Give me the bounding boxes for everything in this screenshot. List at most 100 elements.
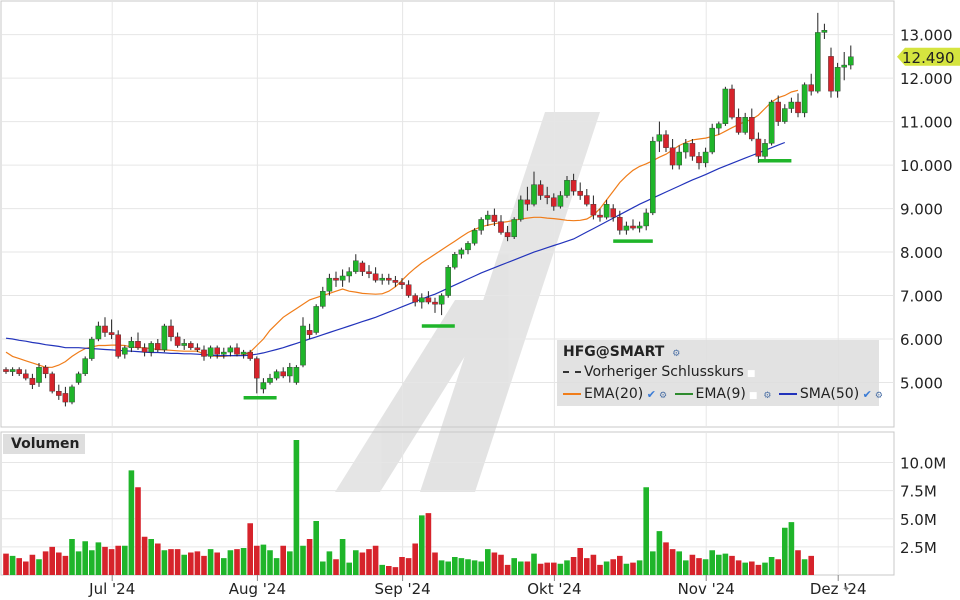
candle-body: [755, 138, 762, 157]
candle: [36, 362, 42, 387]
x-tick-label: Jul '24: [88, 580, 135, 598]
candle-body: [412, 295, 419, 303]
candle-body: [432, 301, 438, 305]
volume-bar: [722, 553, 729, 575]
volume-bar: [577, 548, 583, 575]
scroll-arrow-icon[interactable]: ✦: [842, 584, 850, 595]
candle-body: [702, 151, 709, 164]
sma50-line: [5, 141, 786, 357]
volume-bar: [656, 531, 663, 575]
legend-sma50-label[interactable]: SMA(50): [799, 386, 860, 402]
checkbox-icon[interactable]: ■: [748, 391, 758, 401]
volume-bar: [643, 487, 649, 575]
candle-body: [220, 351, 227, 355]
volume-bar: [128, 470, 135, 575]
legend-ema20-label[interactable]: EMA(20): [584, 386, 644, 402]
candle-body: [379, 277, 386, 281]
volume-bar: [485, 549, 491, 575]
candle-body: [834, 67, 841, 92]
volume-bar: [669, 549, 676, 575]
candle-body: [181, 343, 188, 346]
price-tick-label: 5.000: [900, 375, 943, 393]
candle: [775, 95, 781, 126]
volume-tick-label: 10.0M: [900, 455, 946, 473]
check-icon[interactable]: ✔: [643, 388, 656, 401]
candle: [551, 193, 557, 211]
candle-body: [313, 306, 320, 333]
volume-bar: [214, 552, 220, 575]
candle: [313, 304, 320, 335]
candle-body: [141, 347, 148, 353]
candle-body: [630, 225, 636, 229]
volume-bar: [445, 561, 451, 575]
candle-body: [511, 219, 518, 238]
candle: [102, 317, 108, 337]
candle-body: [603, 204, 610, 218]
candle-body: [795, 101, 801, 114]
check-icon[interactable]: ✔: [859, 388, 872, 401]
candle-body: [339, 275, 346, 281]
settings-icon[interactable]: ⚙: [672, 349, 681, 359]
candle: [603, 199, 610, 220]
volume-bar: [801, 559, 808, 575]
candle-body: [782, 108, 788, 122]
candle: [617, 210, 623, 235]
candle: [577, 182, 583, 200]
candle-body: [485, 214, 491, 220]
candle-body: [273, 371, 280, 379]
candle-body: [465, 243, 471, 251]
legend-prev-close[interactable]: Vorheriger Schlusskurs ■: [563, 362, 758, 382]
volume-bar: [240, 548, 247, 575]
candle: [9, 367, 16, 376]
volume-bar: [504, 564, 511, 575]
volume-bar: [392, 567, 399, 575]
settings-icon[interactable]: ⚙: [763, 391, 772, 401]
candle-body: [689, 143, 696, 157]
volume-bar: [498, 554, 504, 575]
candle-body: [775, 101, 781, 122]
volume-bar: [260, 544, 267, 575]
candle-body: [253, 358, 260, 379]
volume-bar: [115, 545, 121, 575]
watermark-logo: [335, 112, 600, 492]
candle-body: [75, 373, 82, 383]
candle-body: [386, 277, 392, 281]
candle: [121, 345, 128, 359]
legend-ema9-label[interactable]: EMA(9): [695, 386, 746, 402]
candle: [247, 349, 254, 361]
candle: [372, 267, 379, 283]
volume-bar: [518, 561, 524, 575]
volume-bar: [89, 550, 95, 575]
time-axis: Jul '24 Aug '24 Sep '24 Okt '24 Nov '24 Dez '…: [88, 575, 867, 598]
volume-bar: [49, 546, 55, 575]
checkbox-icon[interactable]: ■: [746, 369, 756, 379]
candle-body: [392, 280, 399, 283]
volume-bar: [102, 546, 108, 575]
settings-icon[interactable]: ⚙: [658, 391, 668, 401]
volume-bar: [630, 562, 636, 575]
candle-body: [768, 101, 775, 144]
candle: [161, 323, 168, 353]
volume-bar: [95, 542, 102, 575]
candle-body: [623, 225, 630, 231]
candle-body: [848, 56, 854, 66]
volume-bar: [273, 558, 280, 575]
candle-body: [227, 347, 234, 353]
volume-bar: [768, 557, 775, 575]
candle-body: [722, 88, 729, 124]
volume-tick-label: 2.5M: [900, 539, 937, 557]
candle: [287, 362, 293, 383]
candle-body: [366, 271, 372, 274]
volume-bar: [795, 550, 801, 575]
candle-body: [471, 230, 478, 244]
volume-bar: [75, 551, 82, 575]
volume-bar: [432, 552, 438, 575]
volume-bar: [201, 555, 207, 575]
candle: [293, 365, 300, 385]
candle-body: [187, 343, 194, 348]
candle-body: [656, 134, 663, 142]
candle: [300, 317, 306, 368]
settings-icon[interactable]: ⚙: [874, 391, 883, 401]
candle-body: [821, 30, 828, 33]
